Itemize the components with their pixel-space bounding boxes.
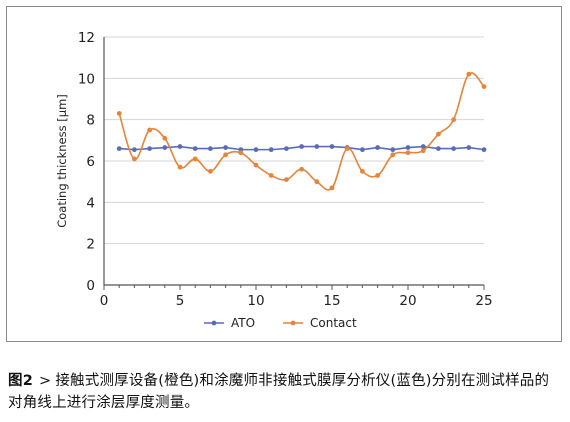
y-tick-label-2: 2 [86, 237, 95, 253]
point-ato-15 [329, 144, 335, 149]
point-ato-17 [360, 147, 365, 153]
x-tick-label-5: 5 [176, 293, 185, 309]
point-ato-24 [466, 145, 472, 150]
point-contact-8 [223, 152, 229, 158]
caption-separator: > [39, 373, 52, 389]
point-ato-6 [192, 146, 198, 152]
gridlines [104, 36, 484, 245]
point-contact-12 [284, 177, 289, 183]
point-contact-19 [390, 152, 396, 158]
figure-caption: 图2 > 接触式测厚设备(橙色)和涂魔师非接触式膜厚分析仪(蓝色)分别在测试样品的对… [8, 370, 562, 414]
point-ato-2 [132, 147, 137, 153]
point-ato-10 [253, 147, 259, 153]
y-tick-label-4: 4 [86, 195, 95, 211]
point-ato-18 [375, 145, 380, 150]
point-contact-1 [116, 111, 122, 116]
point-contact-15 [329, 185, 335, 191]
y-tick-label-0: 0 [86, 278, 95, 294]
point-ato-8 [223, 145, 229, 150]
point-ato-13 [299, 144, 304, 149]
figure-label: 图2 [8, 373, 33, 389]
line-chart: 0 2 4 6 8 10 12 0 5 10 15 20 25 Coating thickness [μm… [55, 30, 493, 330]
point-contact-22 [436, 131, 441, 137]
y-tick-label-12: 12 [78, 30, 95, 46]
point-contact-6 [192, 156, 198, 162]
y-tick-label-8: 8 [86, 113, 95, 129]
point-contact-5 [177, 164, 183, 170]
x-tick-label-20: 20 [399, 293, 416, 309]
caption-text: 接触式测厚设备(橙色)和涂魔师非接触式膜厚分析仪(蓝色)分别在测试样品的对角线上… [8, 373, 550, 411]
point-ato-12 [284, 146, 289, 152]
point-ato-21 [420, 144, 426, 149]
y-tick-label-10: 10 [78, 71, 95, 87]
legend: ATO Contact [204, 316, 357, 330]
point-ato-20 [405, 145, 411, 150]
x-tick-label-15: 15 [323, 293, 340, 309]
point-ato-14 [314, 144, 320, 149]
x-tick-label-25: 25 [475, 293, 492, 309]
point-contact-16 [344, 146, 350, 152]
point-contact-14 [314, 179, 320, 185]
point-ato-5 [177, 144, 183, 149]
legend-marker-contact [290, 320, 296, 326]
y-axis-label: Coating thickness [μm] [55, 94, 69, 228]
point-contact-13 [299, 166, 304, 172]
point-contact-2 [132, 156, 137, 162]
point-contact-17 [360, 168, 365, 174]
point-contact-20 [405, 150, 411, 156]
point-contact-3 [147, 127, 153, 133]
point-ato-3 [147, 146, 153, 152]
point-ato-23 [451, 146, 456, 152]
x-tick-label-0: 0 [100, 293, 109, 309]
point-contact-9 [238, 150, 244, 156]
axes: 0 2 4 6 8 10 12 0 5 10 15 20 25 Coating thickness [μm… [55, 30, 493, 309]
legend-marker-ato [211, 320, 217, 326]
point-contact-7 [208, 168, 213, 174]
point-contact-4 [162, 135, 168, 141]
legend-label-contact: Contact [310, 316, 357, 330]
point-ato-11 [268, 147, 274, 153]
point-ato-19 [390, 147, 396, 153]
x-tick-label-10: 10 [247, 293, 264, 309]
point-contact-11 [268, 173, 274, 178]
legend-label-ato: ATO [231, 316, 255, 330]
point-contact-23 [451, 117, 456, 123]
point-ato-4 [162, 145, 168, 150]
y-tick-label-6: 6 [86, 154, 95, 170]
point-ato-25 [481, 147, 487, 153]
point-ato-22 [436, 146, 441, 152]
chart-frame [6, 6, 562, 342]
point-contact-18 [375, 173, 380, 178]
point-contact-24 [466, 71, 472, 77]
point-ato-1 [116, 146, 122, 152]
point-contact-21 [420, 148, 426, 154]
series-line-contact [118, 72, 485, 191]
point-contact-25 [481, 84, 487, 89]
point-contact-10 [253, 162, 259, 168]
series-layer [116, 71, 487, 191]
point-ato-7 [208, 146, 213, 152]
